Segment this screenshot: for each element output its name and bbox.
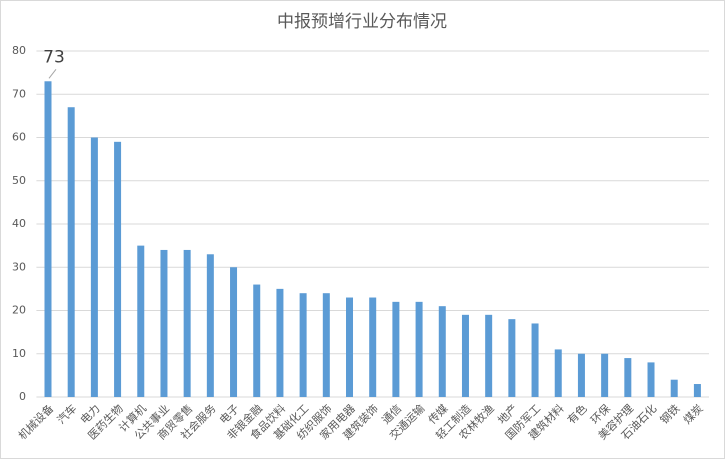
y-tick-label: 40 [12, 217, 26, 230]
data-label: 73 [43, 47, 65, 67]
y-tick-label: 60 [12, 131, 26, 144]
bar [114, 141, 122, 397]
y-tick-label: 70 [12, 87, 26, 100]
bar [253, 284, 261, 397]
bar [44, 81, 52, 398]
bar [508, 319, 516, 397]
bar [137, 245, 145, 397]
bar [160, 249, 168, 397]
y-tick-label: 50 [12, 174, 26, 187]
bar [693, 384, 701, 397]
bar [577, 353, 585, 397]
bar [346, 297, 354, 397]
y-tick-label: 10 [12, 347, 26, 360]
bar [461, 314, 469, 397]
bar [415, 301, 423, 397]
y-tick-label: 0 [19, 390, 26, 403]
bar [322, 293, 330, 397]
bar [206, 254, 214, 397]
bar [369, 297, 377, 397]
bar [670, 379, 678, 397]
bar [485, 314, 493, 397]
bar [230, 267, 238, 397]
bar [90, 137, 98, 397]
data-label-leader [48, 68, 57, 79]
bar [601, 353, 609, 397]
bar [554, 349, 562, 397]
bar [67, 107, 75, 397]
y-tick-label: 20 [12, 304, 26, 317]
bar [183, 249, 191, 397]
bar [624, 358, 632, 397]
bar [531, 323, 539, 397]
y-tick-label: 80 [12, 44, 26, 57]
bar [392, 301, 400, 397]
y-tick-label: 30 [12, 260, 26, 273]
bar [647, 362, 655, 397]
chart-title: 中报预增行业分布情况 [277, 12, 447, 32]
bar [438, 306, 446, 397]
bar [276, 288, 284, 397]
bar [299, 293, 307, 397]
